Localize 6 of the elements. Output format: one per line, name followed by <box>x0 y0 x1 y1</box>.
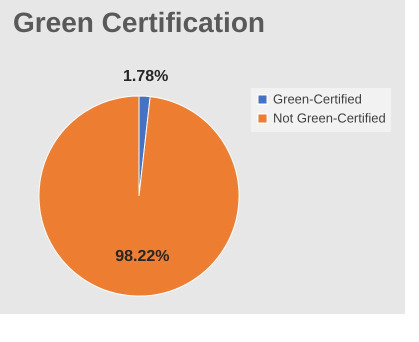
pie-slice <box>38 96 240 296</box>
chart-title: Green Certification <box>12 7 266 38</box>
data-label: 1.78% <box>123 68 168 86</box>
data-label: 98.22% <box>115 248 170 265</box>
legend-label: Not Green-Certified <box>273 110 386 126</box>
legend-label: Green-Certified <box>273 92 362 106</box>
